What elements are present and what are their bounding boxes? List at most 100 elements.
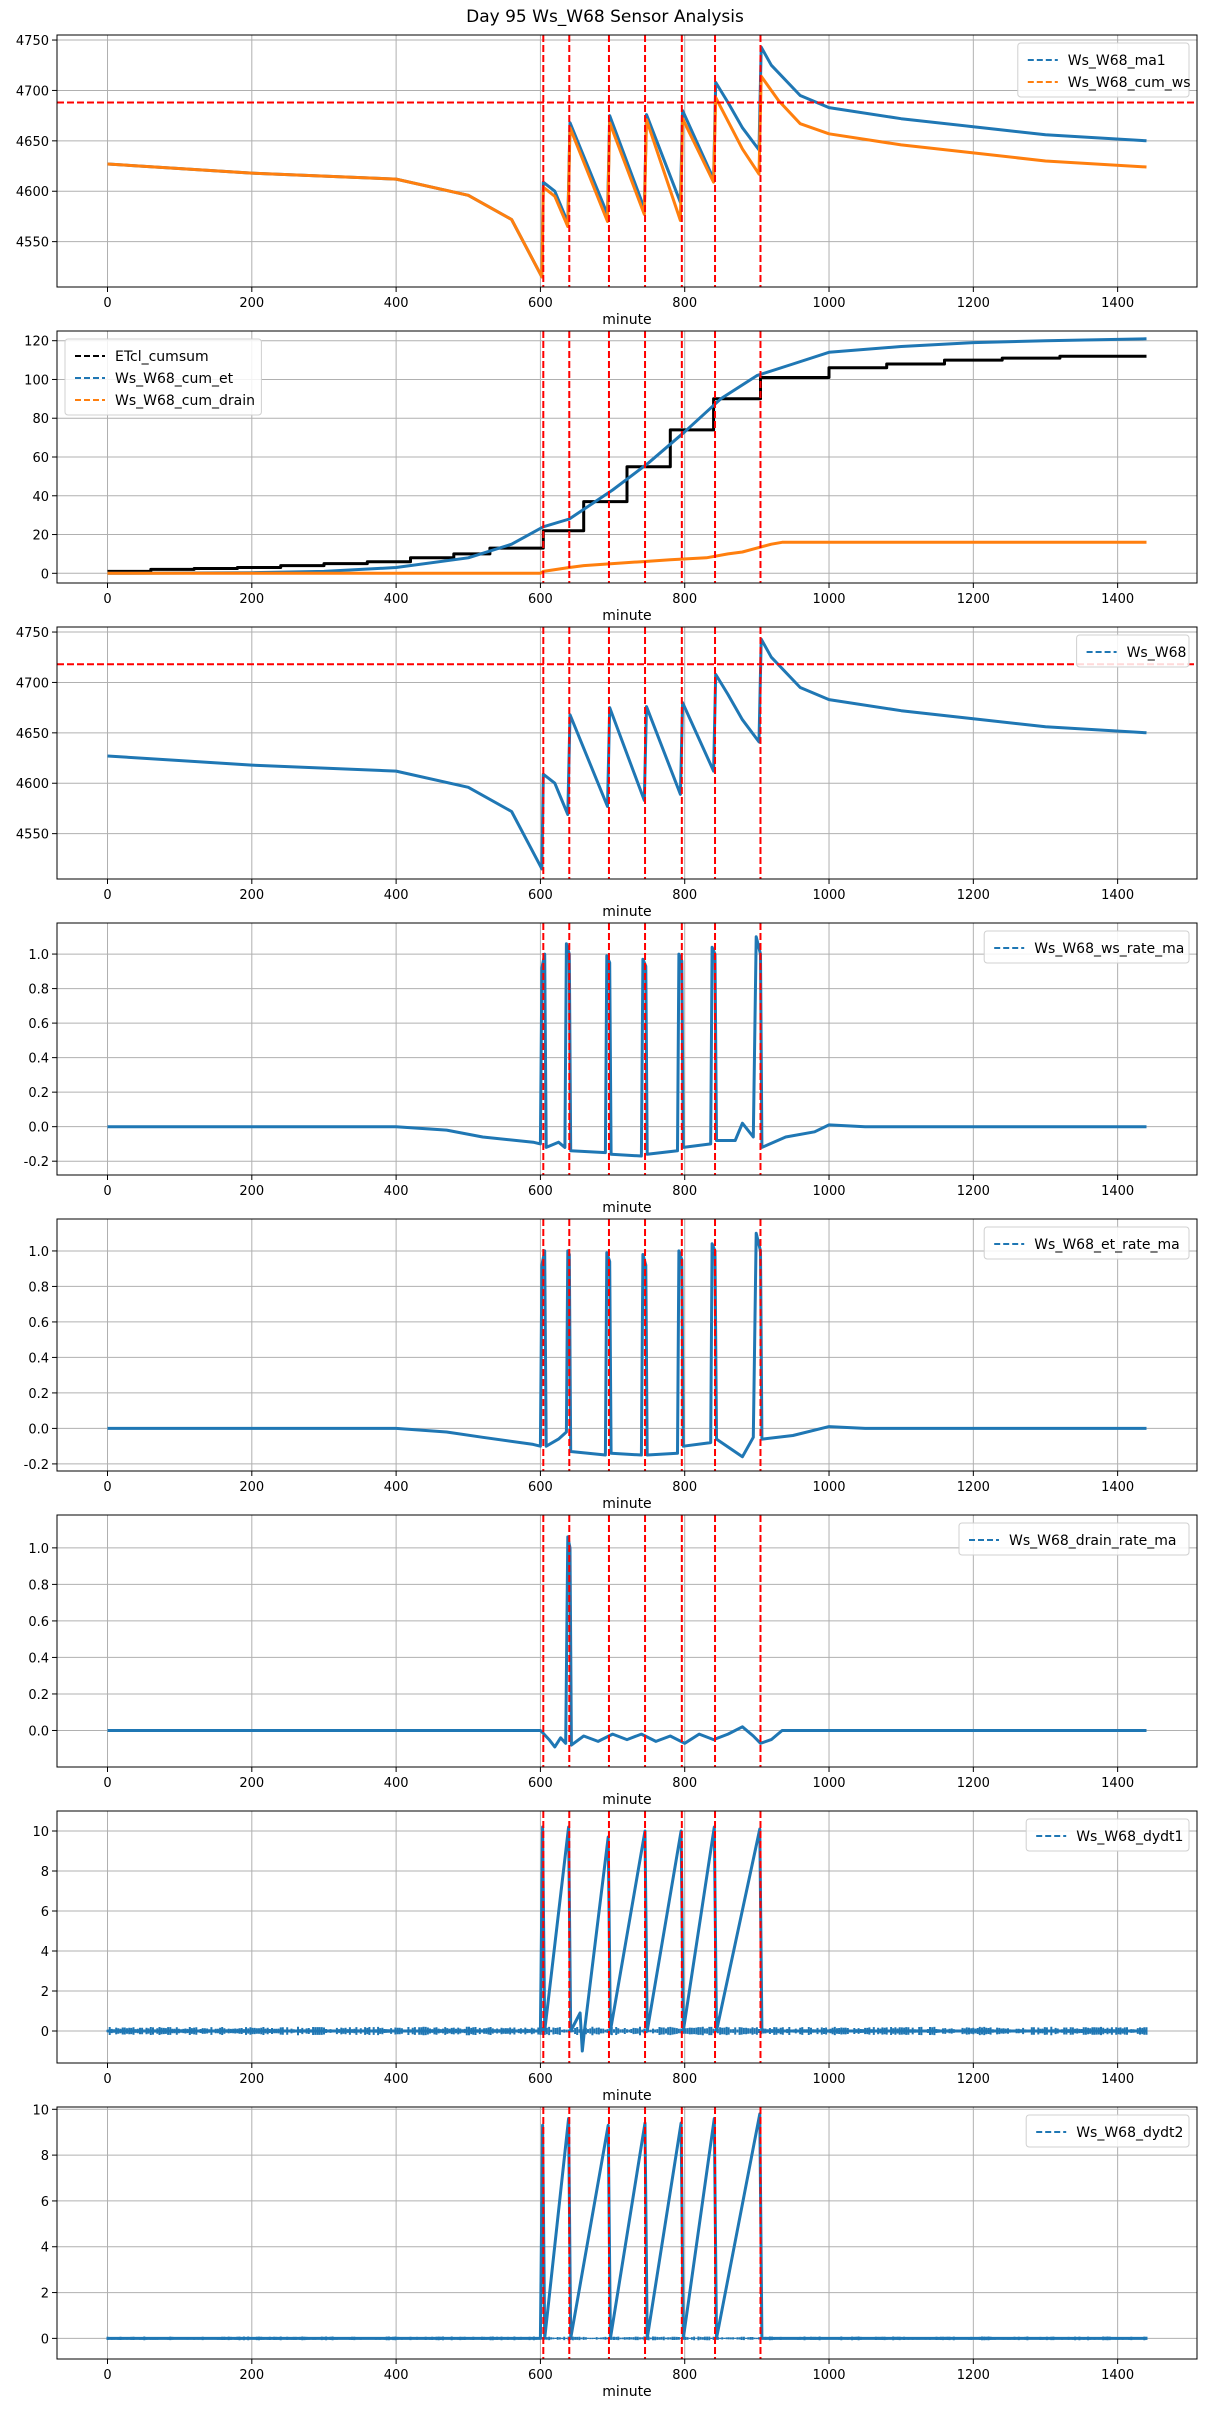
axes-frame bbox=[56, 2106, 1198, 2360]
legend-label: ETcl_cumsum bbox=[115, 349, 209, 365]
y-tick-label: 4600 bbox=[16, 185, 49, 200]
x-tick-label: 0 bbox=[103, 1184, 111, 1199]
x-tick-label: 1000 bbox=[812, 888, 845, 903]
x-tick-label: 400 bbox=[384, 296, 409, 311]
x-tick-label: 600 bbox=[528, 296, 553, 311]
y-tick-label: 4600 bbox=[16, 777, 49, 792]
y-tick-label: 60 bbox=[32, 451, 49, 466]
x-tick-label: 800 bbox=[672, 2072, 697, 2087]
legend-box bbox=[1076, 634, 1190, 668]
axes-frame bbox=[56, 1514, 1198, 1768]
x-tick-label: 0 bbox=[103, 888, 111, 903]
y-tick-label: -0.2 bbox=[24, 1155, 49, 1170]
y-tick-label: 0.0 bbox=[28, 1724, 49, 1739]
x-tick-label: 1000 bbox=[812, 1776, 845, 1791]
legend-label: Ws_W68_cum_et bbox=[115, 371, 234, 387]
subplot-3: 0 200 400 600 800 1000 1200 1400 4550 4600 4650 470… bbox=[16, 626, 1198, 920]
x-tick-label: 1200 bbox=[957, 1184, 990, 1199]
x-tick-label: 1200 bbox=[957, 592, 990, 607]
x-tick-label: 0 bbox=[103, 296, 111, 311]
y-tick-label: 8 bbox=[41, 1865, 49, 1880]
x-tick-label: 200 bbox=[239, 296, 264, 311]
y-tick-label: 2 bbox=[41, 2287, 49, 2302]
series-line-Ws_W68_drain_rate_ma bbox=[107, 1535, 1147, 1749]
y-tick-label: 4700 bbox=[16, 84, 49, 99]
x-tick-label: 800 bbox=[672, 592, 697, 607]
legend: Ws_W68 bbox=[1076, 634, 1190, 668]
x-tick-label: 200 bbox=[239, 1776, 264, 1791]
y-tick-label: 4650 bbox=[16, 135, 49, 150]
y-tick-label: 0 bbox=[41, 2025, 49, 2040]
y-tick-label: 0 bbox=[41, 2332, 49, 2347]
x-tick-label: 800 bbox=[672, 1184, 697, 1199]
x-axis-label: minute bbox=[602, 2088, 651, 2104]
y-tick-label: 0.2 bbox=[28, 1086, 49, 1101]
x-tick-label: 1200 bbox=[957, 296, 990, 311]
subplot-1: 0 200 400 600 800 1000 1200 1400 4550 4600 4650 470… bbox=[16, 34, 1198, 328]
plot-area bbox=[107, 331, 1147, 583]
axes-frame bbox=[56, 330, 1198, 584]
subplot-2: 0 200 400 600 800 1000 1200 1400 0 20 40 60 80 100 120… bbox=[24, 330, 1198, 624]
y-tick-label: 4700 bbox=[16, 676, 49, 691]
y-tick-label: 1.0 bbox=[28, 948, 49, 963]
x-tick-label: 1400 bbox=[1101, 888, 1134, 903]
y-tick-label: 0.2 bbox=[28, 1387, 49, 1402]
y-tick-label: 0.4 bbox=[28, 1351, 49, 1366]
legend-label: Ws_W68_et_rate_ma bbox=[1034, 1237, 1180, 1253]
y-tick-label: 4550 bbox=[16, 236, 49, 251]
y-tick-label: 100 bbox=[24, 373, 49, 388]
x-tick-label: 1400 bbox=[1101, 1184, 1134, 1199]
x-tick-label: 1000 bbox=[812, 592, 845, 607]
axes-frame bbox=[56, 1218, 1198, 1472]
plot-area bbox=[57, 35, 1197, 287]
x-tick-label: 200 bbox=[239, 2368, 264, 2383]
x-tick-label: 0 bbox=[103, 1776, 111, 1791]
x-tick-label: 600 bbox=[528, 1184, 553, 1199]
plot-area bbox=[106, 2107, 1148, 2359]
y-tick-label: 8 bbox=[41, 2149, 49, 2164]
y-tick-label: 0.6 bbox=[28, 1615, 49, 1630]
x-tick-label: 1400 bbox=[1101, 2072, 1134, 2087]
x-tick-label: 1200 bbox=[957, 888, 990, 903]
legend-box bbox=[1025, 2114, 1190, 2148]
axes-frame bbox=[56, 1810, 1198, 2064]
y-tick-label: 0.0 bbox=[28, 1121, 49, 1136]
y-tick-label: 4 bbox=[41, 2241, 49, 2256]
x-tick-label: 1200 bbox=[957, 1776, 990, 1791]
y-tick-label: 0.4 bbox=[28, 1052, 49, 1067]
series-line-Ws_W68_cum_ws bbox=[107, 74, 1147, 279]
x-tick-label: 400 bbox=[384, 2368, 409, 2383]
subplot-5: 0 200 400 600 800 1000 1200 1400 -0.2 0.0 0.2 0.4 0.… bbox=[24, 1218, 1198, 1512]
x-tick-label: 200 bbox=[239, 1480, 264, 1495]
y-tick-label: 0.0 bbox=[28, 1422, 49, 1437]
y-tick-label: 4750 bbox=[16, 34, 49, 49]
y-tick-label: 10 bbox=[32, 1825, 49, 1840]
y-tick-label: 20 bbox=[32, 529, 49, 544]
y-tick-label: 1.0 bbox=[28, 1245, 49, 1260]
y-tick-label: 4650 bbox=[16, 727, 49, 742]
x-tick-label: 200 bbox=[239, 592, 264, 607]
subplot-8: 0 200 400 600 800 1000 1200 1400 0 2 4 6 8 10 minute Ws… bbox=[32, 2103, 1198, 2400]
x-tick-label: 800 bbox=[672, 296, 697, 311]
x-tick-label: 800 bbox=[672, 1776, 697, 1791]
x-tick-label: 1200 bbox=[957, 2368, 990, 2383]
legend-label: Ws_W68_drain_rate_ma bbox=[1009, 1533, 1176, 1549]
y-tick-label: 80 bbox=[32, 412, 49, 427]
x-tick-label: 0 bbox=[103, 2072, 111, 2087]
y-tick-label: 0.4 bbox=[28, 1651, 49, 1666]
legend: Ws_W68_ws_rate_ma bbox=[983, 930, 1190, 964]
y-tick-label: 4 bbox=[41, 1945, 49, 1960]
plot-area bbox=[107, 1219, 1147, 1471]
legend: Ws_W68_drain_rate_ma bbox=[958, 1522, 1190, 1556]
x-tick-label: 1400 bbox=[1101, 1776, 1134, 1791]
x-tick-label: 1400 bbox=[1101, 1480, 1134, 1495]
legend: Ws_W68_ma1 Ws_W68_cum_ws bbox=[1017, 42, 1191, 98]
x-tick-label: 600 bbox=[528, 2072, 553, 2087]
x-tick-label: 0 bbox=[103, 2368, 111, 2383]
x-tick-label: 1000 bbox=[812, 296, 845, 311]
legend: Ws_W68_dydt1 bbox=[1025, 1818, 1190, 1852]
legend-label: Ws_W68_dydt2 bbox=[1076, 2125, 1183, 2141]
x-tick-label: 0 bbox=[103, 1480, 111, 1495]
x-tick-label: 600 bbox=[528, 592, 553, 607]
x-tick-label: 1000 bbox=[812, 1480, 845, 1495]
